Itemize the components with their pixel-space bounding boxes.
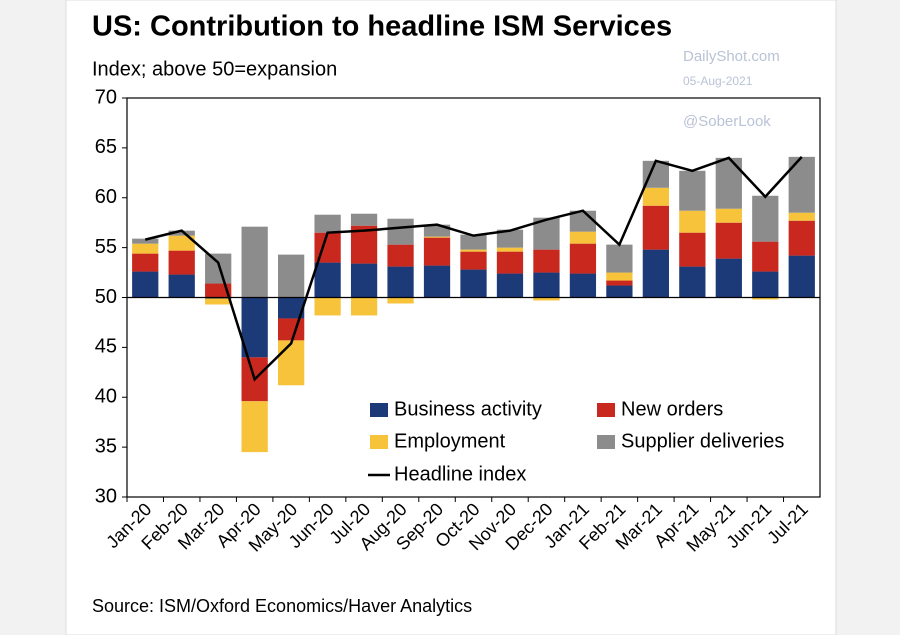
bar xyxy=(423,224,451,237)
bar xyxy=(788,212,815,221)
watermark: @SoberLook xyxy=(683,113,771,130)
legend-label: Headline index xyxy=(394,463,526,485)
legend-swatch xyxy=(597,435,615,449)
bar xyxy=(423,236,451,238)
bar xyxy=(387,244,414,267)
y-tick-label: 40 xyxy=(95,386,117,408)
card xyxy=(65,0,837,635)
bar xyxy=(788,220,815,256)
legend-label: New orders xyxy=(621,398,723,420)
bar xyxy=(387,218,414,245)
y-tick-label: 65 xyxy=(95,136,117,158)
bar xyxy=(496,251,524,274)
bar xyxy=(350,213,378,226)
bar xyxy=(132,238,159,244)
y-tick-label: 45 xyxy=(95,336,117,358)
bar xyxy=(387,297,414,304)
bar xyxy=(350,297,378,316)
bar xyxy=(715,222,742,259)
bar xyxy=(387,266,414,298)
bar xyxy=(132,271,159,298)
y-tick-label: 70 xyxy=(95,86,117,108)
bar xyxy=(642,205,669,250)
legend-swatch xyxy=(597,403,615,417)
bar xyxy=(132,243,159,254)
bar xyxy=(241,401,268,453)
bar xyxy=(278,254,305,298)
legend-label: Employment xyxy=(394,430,506,452)
bar xyxy=(606,272,633,281)
bar xyxy=(679,210,706,233)
bar xyxy=(569,231,597,244)
bar xyxy=(533,272,560,298)
legend-label: Business activity xyxy=(394,398,542,420)
bar xyxy=(278,340,305,386)
bar xyxy=(314,214,341,233)
watermark: DailyShot.com xyxy=(683,48,780,65)
bar xyxy=(168,235,195,251)
bar xyxy=(460,269,487,298)
line xyxy=(144,156,803,382)
bar xyxy=(423,237,451,266)
bar xyxy=(752,271,779,298)
bar xyxy=(642,249,669,298)
bar xyxy=(278,318,305,341)
bar xyxy=(496,247,524,252)
bar xyxy=(496,273,524,298)
bar xyxy=(715,258,742,298)
y-tick-label: 30 xyxy=(95,485,117,507)
bar xyxy=(606,244,633,273)
y-tick-label: 50 xyxy=(95,286,117,308)
y-tick-label: 35 xyxy=(95,435,117,457)
bar xyxy=(460,251,487,270)
bar xyxy=(569,273,597,298)
chart-title: US: Contribution to headline ISM Service… xyxy=(92,11,672,43)
bar xyxy=(752,241,779,272)
legend-swatch xyxy=(370,435,388,449)
bar xyxy=(642,187,669,206)
bar xyxy=(606,285,633,298)
plot-frame xyxy=(126,97,821,498)
bar xyxy=(679,266,706,298)
bar xyxy=(569,243,597,274)
bar xyxy=(168,230,195,236)
bar xyxy=(679,170,706,211)
bar xyxy=(752,195,779,242)
bar xyxy=(132,253,159,272)
y-tick-label: 55 xyxy=(95,236,117,258)
bar xyxy=(679,232,706,267)
bar xyxy=(278,297,305,319)
bar xyxy=(606,280,633,286)
bar xyxy=(715,157,742,209)
bar xyxy=(715,208,742,223)
bar xyxy=(533,249,560,273)
bar xyxy=(314,262,341,298)
bar xyxy=(752,297,779,300)
bar xyxy=(423,265,451,298)
legend-swatch xyxy=(370,403,388,417)
legend-label: Supplier deliveries xyxy=(621,430,784,452)
bar xyxy=(241,226,268,298)
source: Source: ISM/Oxford Economics/Haver Analy… xyxy=(92,596,472,616)
bar xyxy=(496,229,524,248)
bar xyxy=(460,249,487,252)
chart-subtitle: Index; above 50=expansion xyxy=(92,58,337,80)
bar xyxy=(350,263,378,298)
bar xyxy=(460,234,487,250)
bar xyxy=(533,297,560,301)
watermark: 05-Aug-2021 xyxy=(683,74,753,88)
bar xyxy=(168,274,195,298)
bar xyxy=(205,253,232,284)
bar xyxy=(168,250,195,275)
bar xyxy=(314,297,341,316)
bar xyxy=(205,298,232,305)
bar xyxy=(788,255,815,298)
y-tick-label: 60 xyxy=(95,186,117,208)
